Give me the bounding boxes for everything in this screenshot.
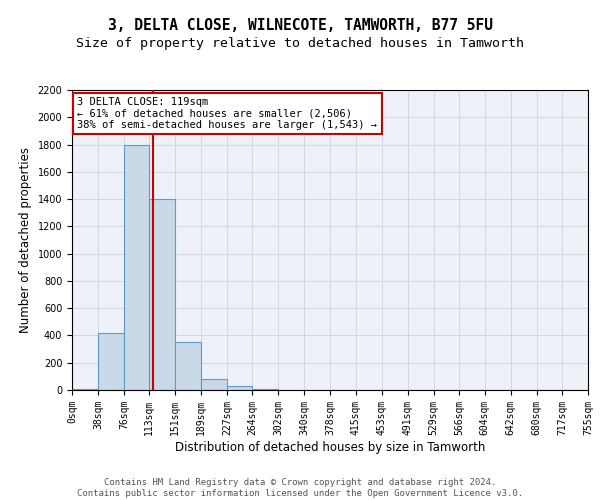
Bar	[124, 144, 149, 390]
X-axis label: Distribution of detached houses by size in Tamworth: Distribution of detached houses by size …	[175, 440, 485, 454]
Bar	[149, 199, 175, 390]
Text: Size of property relative to detached houses in Tamworth: Size of property relative to detached ho…	[76, 38, 524, 51]
Bar	[227, 386, 253, 390]
Bar	[72, 388, 98, 390]
Text: 3, DELTA CLOSE, WILNECOTE, TAMWORTH, B77 5FU: 3, DELTA CLOSE, WILNECOTE, TAMWORTH, B77…	[107, 18, 493, 32]
Bar	[175, 342, 201, 390]
Text: Contains HM Land Registry data © Crown copyright and database right 2024.
Contai: Contains HM Land Registry data © Crown c…	[77, 478, 523, 498]
Text: 3 DELTA CLOSE: 119sqm
← 61% of detached houses are smaller (2,506)
38% of semi-d: 3 DELTA CLOSE: 119sqm ← 61% of detached …	[77, 97, 377, 130]
Bar	[98, 332, 124, 390]
Y-axis label: Number of detached properties: Number of detached properties	[19, 147, 32, 333]
Bar	[201, 379, 227, 390]
